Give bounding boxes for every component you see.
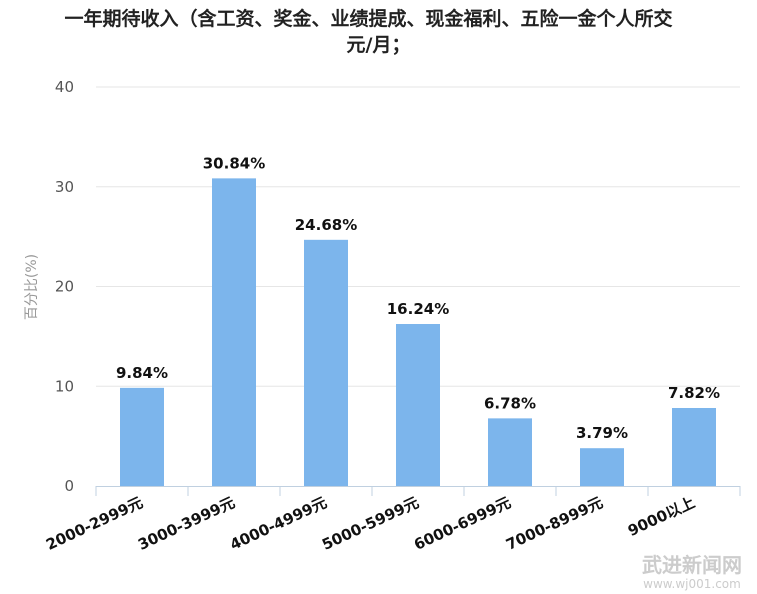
bar — [488, 418, 532, 486]
y-tick-label: 10 — [55, 377, 74, 395]
data-label: 16.24% — [387, 300, 449, 318]
x-tick-label: 9000以上 — [625, 493, 698, 540]
y-tick-label: 20 — [55, 278, 74, 296]
bar — [580, 448, 624, 486]
y-axis-label: 百分比(%) — [24, 254, 40, 320]
data-label: 9.84% — [116, 364, 168, 382]
data-label: 24.68% — [295, 216, 357, 234]
data-label: 3.79% — [576, 424, 628, 442]
y-tick-label: 40 — [55, 78, 74, 96]
data-label: 30.84% — [203, 154, 265, 172]
chart-title: 一年期待收入（含工资、奖金、业绩提成、现金福利、五险一金个人所交 元/月； — [0, 6, 757, 58]
y-tick-label: 30 — [55, 178, 74, 196]
x-tick-label: 3000-3999元 — [135, 493, 238, 554]
x-tick-label: 2000-2999元 — [43, 493, 146, 554]
bar — [672, 407, 716, 486]
x-tick-label: 4000-4999元 — [227, 493, 330, 554]
watermark-url: www.wj001.com — [643, 577, 741, 591]
x-axis-tick-labels: 2000-2999元3000-3999元4000-4999元5000-5999元… — [43, 493, 698, 554]
chart-title-line-1: 一年期待收入（含工资、奖金、业绩提成、现金福利、五险一金个人所交 — [64, 8, 673, 30]
bar — [120, 387, 164, 486]
x-tick-label: 6000-6999元 — [411, 493, 514, 554]
y-axis-tick-labels: 0 10 20 30 40 — [55, 78, 74, 495]
bars: 9.84% 30.84% 24.68% 16.24% 6.78% 3.79% 7.82% — [116, 154, 720, 486]
watermark: 武进新闻网 www.wj001.com — [642, 553, 742, 591]
data-label: 6.78% — [484, 394, 536, 412]
x-tick-label: 5000-5999元 — [319, 493, 422, 554]
data-label: 7.82% — [668, 384, 720, 402]
bar — [396, 324, 440, 486]
x-axis — [95, 486, 741, 496]
chart-title-line-2: 元/月； — [346, 34, 411, 56]
watermark-text: 武进新闻网 — [642, 553, 742, 577]
x-tick-label: 7000-8999元 — [503, 493, 606, 554]
bar — [212, 178, 256, 486]
bar — [304, 239, 348, 486]
y-tick-label: 0 — [64, 477, 74, 495]
